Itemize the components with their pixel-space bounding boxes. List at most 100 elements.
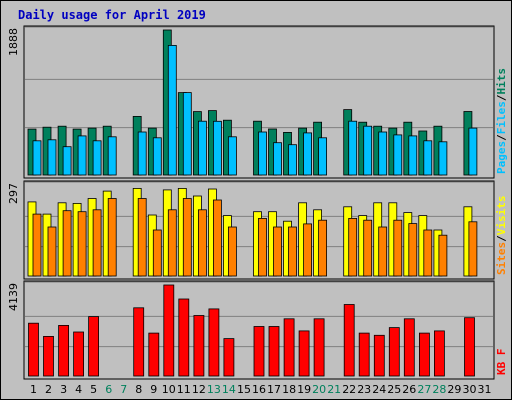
bar-sites-day-16: [258, 217, 267, 277]
bar-sites-day-2: [47, 226, 57, 277]
bar-kb-f-day-25: [388, 327, 400, 377]
day-label-14: 14: [222, 383, 236, 396]
day-label-20: 20: [312, 383, 326, 396]
bar-kb-f-day-3: [58, 324, 69, 377]
legend-item: Sites: [495, 242, 508, 275]
bar-sites-day-6: [107, 198, 117, 277]
day-label-7: 7: [120, 383, 127, 396]
bar-kb-f-day-19: [298, 330, 310, 377]
bar-sites-day-5: [92, 209, 102, 277]
bar-sites-day-10: [167, 209, 177, 277]
bar-sites-day-17: [273, 226, 282, 277]
bar-files-day-3: [62, 146, 72, 176]
day-label-8: 8: [135, 383, 142, 396]
bar-kb-f-day-20: [313, 318, 325, 377]
bar-files-day-17: [273, 142, 282, 176]
bar-kb-f-day-24: [373, 334, 385, 377]
day-label-15: 15: [237, 383, 251, 396]
bar-kb-f-day-12: [193, 315, 205, 377]
legend-item: Files: [495, 101, 508, 134]
bar-sites-day-27: [423, 229, 433, 277]
bar-kb-f-day-8: [133, 307, 145, 377]
bar-kb-f-day-23: [358, 332, 370, 377]
bar-kb-f-day-9: [148, 332, 160, 377]
bar-kb-f-day-5: [88, 316, 99, 377]
legend-item: Pages: [495, 141, 508, 174]
panel-max-label: 4139: [7, 283, 20, 311]
bar-sites-day-9: [152, 229, 162, 277]
day-label-25: 25: [387, 383, 401, 396]
bar-sites-day-18: [288, 226, 297, 277]
day-label-4: 4: [75, 383, 82, 396]
bar-sites-day-4: [77, 211, 87, 277]
bar-files-day-12: [197, 120, 207, 176]
bar-kb-f-day-4: [73, 331, 84, 377]
bar-files-day-1: [32, 140, 42, 176]
bar-sites-day-23: [363, 219, 373, 277]
series-kb-f: [28, 284, 475, 377]
panel-max-label: 297: [7, 183, 20, 204]
bar-sites-day-8: [137, 198, 147, 277]
bar-kb-f-day-10: [163, 284, 175, 377]
bar-files-day-8: [137, 131, 147, 176]
day-label-1: 1: [30, 383, 37, 396]
bar-sites-day-19: [303, 223, 313, 277]
bar-files-day-16: [258, 131, 267, 176]
bar-kb-f-day-26: [403, 318, 415, 377]
bar-files-day-9: [152, 137, 162, 176]
bar-files-day-24: [378, 131, 388, 176]
day-label-3: 3: [60, 383, 67, 396]
day-label-12: 12: [192, 383, 206, 396]
bar-files-day-25: [393, 134, 403, 176]
bar-sites-day-1: [32, 213, 42, 277]
bar-files-day-20: [318, 137, 328, 176]
day-label-18: 18: [282, 383, 296, 396]
bar-files-day-19: [303, 132, 313, 176]
panel-visits-sites: 297 Sites/Visits: [7, 180, 508, 280]
panel-legend: KB F: [495, 349, 508, 376]
bar-files-day-10: [167, 45, 177, 176]
day-label-31: 31: [478, 383, 492, 396]
bar-files-day-11: [182, 92, 192, 176]
day-label-13: 13: [207, 383, 221, 396]
day-label-23: 23: [357, 383, 371, 396]
day-label-27: 27: [417, 383, 431, 396]
bar-files-day-5: [92, 140, 102, 176]
day-label-5: 5: [90, 383, 97, 396]
bar-kb-f-day-2: [43, 335, 54, 377]
bar-kb-f-day-28: [433, 330, 445, 377]
series-sites: [32, 198, 478, 277]
bar-files-day-30: [468, 127, 478, 176]
panel-legend: Pages/Files/Hits: [495, 68, 508, 174]
bar-files-day-23: [363, 125, 373, 176]
legend-item: /: [495, 94, 508, 101]
day-label-28: 28: [432, 383, 446, 396]
chart-title: Daily usage for April 2019: [18, 8, 206, 22]
day-label-26: 26: [402, 383, 416, 396]
day-label-29: 29: [447, 383, 461, 396]
bar-kb-f-day-13: [208, 308, 220, 377]
bar-sites-day-11: [182, 198, 192, 277]
panel-legend: Sites/Visits: [495, 196, 508, 276]
bar-sites-day-13: [212, 199, 222, 277]
day-label-11: 11: [177, 383, 191, 396]
legend-item: Visits: [495, 196, 508, 236]
bar-sites-day-3: [62, 210, 72, 277]
legend-item: F: [495, 349, 508, 362]
series-visits: [27, 187, 473, 277]
bar-kb-f-day-30: [464, 317, 475, 377]
bar-kb-f-day-1: [28, 322, 39, 377]
bar-files-day-4: [77, 135, 87, 176]
day-label-24: 24: [372, 383, 386, 396]
bar-files-day-2: [47, 139, 57, 176]
bar-sites-day-14: [227, 226, 237, 277]
bar-sites-day-24: [378, 226, 388, 277]
bar-kb-f-day-18: [283, 318, 295, 377]
bar-sites-day-25: [393, 219, 403, 277]
series-hits: [27, 29, 473, 176]
day-label-9: 9: [150, 383, 157, 396]
day-label-2: 2: [45, 383, 52, 396]
bar-kb-f-day-16: [253, 326, 265, 377]
